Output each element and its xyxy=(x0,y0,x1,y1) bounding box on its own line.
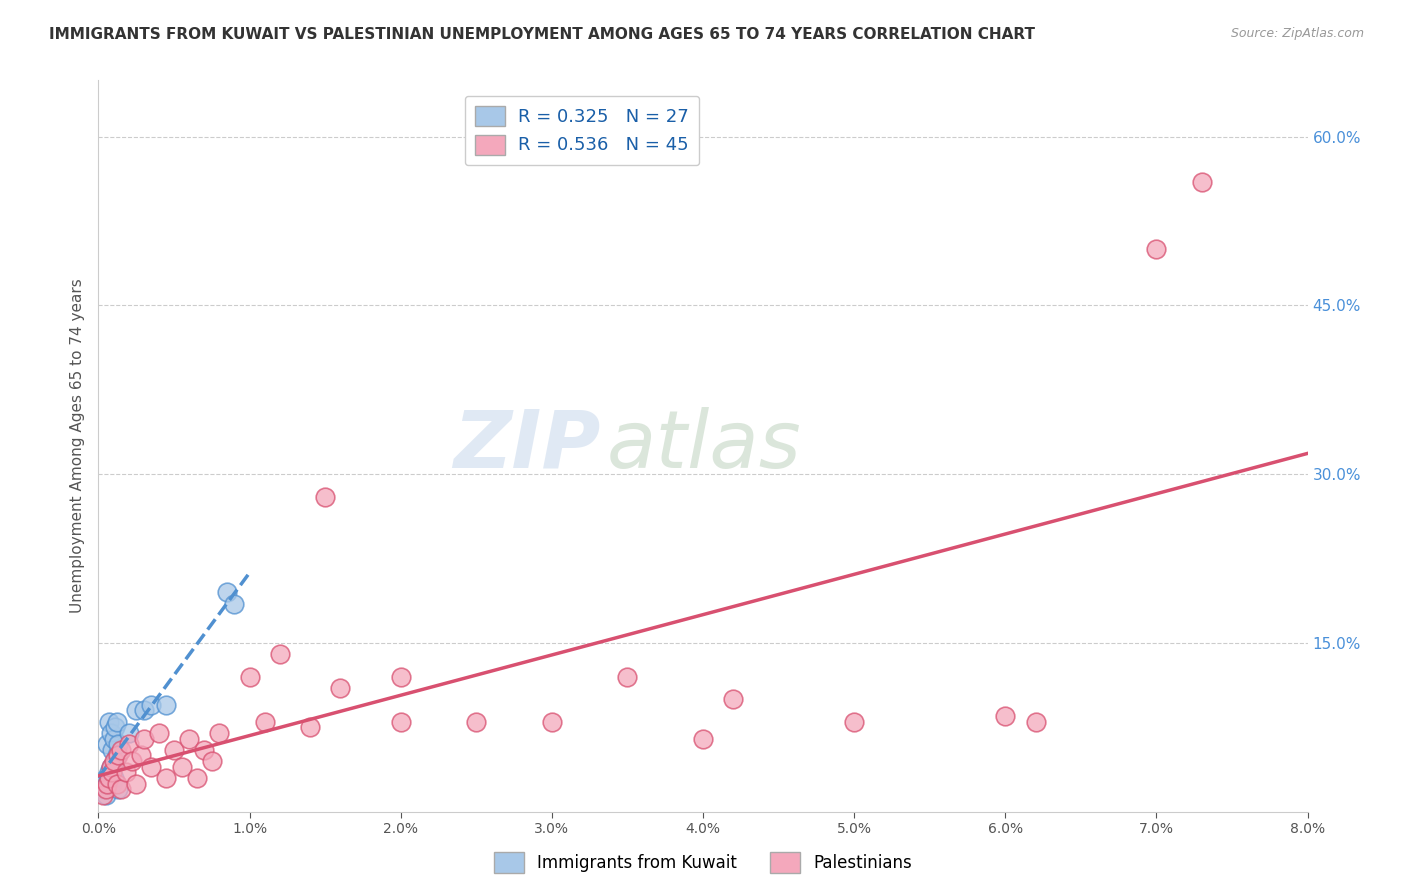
Point xyxy=(141,760,163,774)
Point xyxy=(239,670,262,684)
Point xyxy=(125,703,148,717)
Point xyxy=(107,737,129,751)
Point xyxy=(208,726,231,740)
Point xyxy=(105,714,128,729)
Point xyxy=(101,776,124,790)
Point xyxy=(104,754,127,768)
Point xyxy=(110,743,132,757)
Point xyxy=(114,765,136,780)
Point xyxy=(100,760,122,774)
Point xyxy=(224,597,246,611)
Point xyxy=(170,760,193,774)
Point xyxy=(103,754,125,768)
Point xyxy=(193,743,215,757)
Point xyxy=(299,720,322,734)
Point xyxy=(540,714,562,729)
Point xyxy=(94,771,117,785)
Point xyxy=(163,743,186,757)
Point xyxy=(329,681,352,695)
Point xyxy=(103,771,125,785)
Point xyxy=(1191,175,1213,189)
Text: Source: ZipAtlas.com: Source: ZipAtlas.com xyxy=(1230,27,1364,40)
Point xyxy=(96,776,118,790)
Point xyxy=(100,726,122,740)
Point xyxy=(253,714,276,729)
Point xyxy=(98,714,121,729)
Point xyxy=(215,585,238,599)
Point xyxy=(1025,714,1047,729)
Point xyxy=(141,698,163,712)
Point xyxy=(94,782,117,797)
Point xyxy=(101,765,124,780)
Point xyxy=(269,647,291,661)
Point xyxy=(186,771,208,785)
Point xyxy=(105,776,128,790)
Y-axis label: Unemployment Among Ages 65 to 74 years: Unemployment Among Ages 65 to 74 years xyxy=(69,278,84,614)
Point xyxy=(179,731,201,746)
Point xyxy=(148,726,170,740)
Point xyxy=(110,782,132,797)
Point xyxy=(994,709,1017,723)
Text: atlas: atlas xyxy=(606,407,801,485)
Point xyxy=(98,765,121,780)
Point xyxy=(93,776,115,790)
Point xyxy=(132,731,155,746)
Point xyxy=(723,692,745,706)
Point xyxy=(91,782,114,797)
Legend: R = 0.325   N = 27, R = 0.536   N = 45: R = 0.325 N = 27, R = 0.536 N = 45 xyxy=(465,96,699,165)
Point xyxy=(132,703,155,717)
Text: IMMIGRANTS FROM KUWAIT VS PALESTINIAN UNEMPLOYMENT AMONG AGES 65 TO 74 YEARS COR: IMMIGRANTS FROM KUWAIT VS PALESTINIAN UN… xyxy=(49,27,1035,42)
Point xyxy=(118,737,141,751)
Point xyxy=(692,731,714,746)
Point xyxy=(314,490,336,504)
Point xyxy=(101,743,124,757)
Point xyxy=(616,670,638,684)
Point xyxy=(201,754,224,768)
Point xyxy=(107,782,129,797)
Point xyxy=(105,748,128,763)
Point xyxy=(104,720,127,734)
Point xyxy=(96,737,118,751)
Point xyxy=(100,760,122,774)
Point xyxy=(96,776,118,790)
Point xyxy=(844,714,866,729)
Point xyxy=(389,670,412,684)
Point xyxy=(94,788,117,802)
Point xyxy=(465,714,488,729)
Point xyxy=(155,771,177,785)
Legend: Immigrants from Kuwait, Palestinians: Immigrants from Kuwait, Palestinians xyxy=(486,846,920,880)
Point xyxy=(91,788,114,802)
Point xyxy=(98,771,121,785)
Point xyxy=(389,714,412,729)
Point xyxy=(125,776,148,790)
Point xyxy=(118,726,141,740)
Point xyxy=(107,748,129,763)
Text: ZIP: ZIP xyxy=(453,407,600,485)
Point xyxy=(103,731,125,746)
Point xyxy=(155,698,177,712)
Point xyxy=(129,748,152,763)
Point xyxy=(121,754,143,768)
Point xyxy=(1146,242,1168,256)
